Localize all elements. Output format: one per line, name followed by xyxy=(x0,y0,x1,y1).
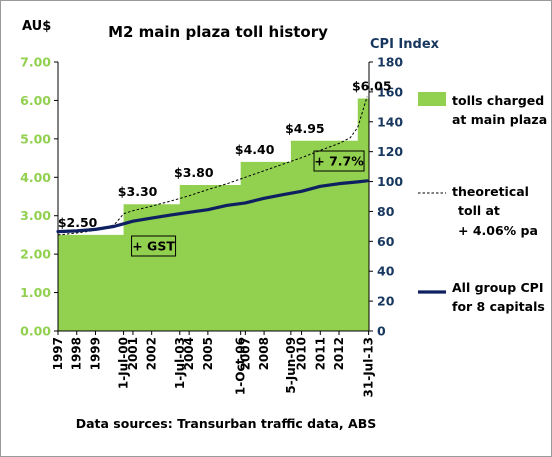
x-tick-label: 2007 xyxy=(238,337,252,370)
plot-layer: 0.00 1.00 2.00 3.00 4.00 5.00 6.00 7.00 0 20 40 60 8… xyxy=(20,55,547,398)
cpi-growth-annotation-label: + 7.7% xyxy=(314,154,364,169)
gst-annotation-box xyxy=(131,235,177,257)
left-tick-label: 3.00 xyxy=(20,208,51,223)
legend-label: theoretical xyxy=(452,184,529,199)
chart-title: M2 main plaza toll history xyxy=(108,23,328,41)
x-tick-label: 2010 xyxy=(295,337,309,370)
right-tick-label: 80 xyxy=(377,204,395,219)
x-tick-label: 2011 xyxy=(313,337,327,370)
x-tick-label: 2012 xyxy=(332,337,346,370)
cpi-line xyxy=(56,179,369,234)
legend-label: toll at xyxy=(458,203,500,218)
x-tick-label: 2005 xyxy=(201,337,215,370)
cpi-growth-annotation-box xyxy=(313,150,365,172)
x-tick-label: 5-Jun-09 xyxy=(284,337,298,394)
legend-label: for 8 capitals xyxy=(452,299,545,314)
legend-label: All group CPI xyxy=(452,280,543,295)
x-tick-label: 2001 xyxy=(126,337,140,370)
right-tick-label: 100 xyxy=(377,174,403,189)
left-tick-label: 5.00 xyxy=(20,131,51,146)
right-tick-label: 120 xyxy=(377,144,403,159)
right-tick-label: 60 xyxy=(377,234,395,249)
x-tick-label: 1-Jul-00 xyxy=(117,337,131,389)
price-label: $3.80 xyxy=(174,165,214,180)
right-axis-label: CPI Index xyxy=(370,37,440,52)
x-tick-label: 2008 xyxy=(257,337,271,370)
x-tick-label: 1-Jul-03 xyxy=(173,337,187,389)
left-tick-label: 6.00 xyxy=(20,93,51,108)
left-tick-label: 7.00 xyxy=(20,55,51,70)
theoretical-toll-line xyxy=(57,96,368,236)
right-tick-label: 180 xyxy=(377,55,403,70)
right-tick-label: 40 xyxy=(377,264,395,279)
right-tick-label: 0 xyxy=(377,324,386,339)
left-tick-label: 4.00 xyxy=(20,170,51,185)
price-label: $4.40 xyxy=(235,142,275,157)
legend-label: + 4.06% pa xyxy=(458,223,538,238)
x-tick-label: 1997 xyxy=(51,337,65,370)
toll-area-series xyxy=(58,98,369,331)
left-tick-label: 0.00 xyxy=(20,324,51,339)
left-axis-label: AU$ xyxy=(22,19,51,34)
price-label: $3.30 xyxy=(118,184,158,199)
right-tick-label: 20 xyxy=(377,294,395,309)
gst-annotation-label: + GST xyxy=(132,239,175,254)
x-tick-label: 31-Jul-13 xyxy=(362,337,376,397)
right-tick-label: 160 xyxy=(377,84,403,99)
left-tick-label: 2.00 xyxy=(20,247,51,262)
footnote: Data sources: Transurban traffic data, A… xyxy=(76,416,377,431)
x-tick-label: 1999 xyxy=(88,337,102,370)
legend-label: at main plaza xyxy=(452,112,547,127)
legend-label: tolls charged xyxy=(452,93,544,108)
x-tick-label: 1998 xyxy=(70,337,84,370)
right-tick-label: 140 xyxy=(377,114,403,129)
price-label: $6.05 xyxy=(352,79,392,94)
price-label: $2.50 xyxy=(58,215,98,230)
legend-swatch-area xyxy=(418,92,446,106)
price-label: $4.95 xyxy=(285,121,325,136)
left-tick-label: 1.00 xyxy=(20,285,51,300)
x-tick-label: 2002 xyxy=(145,337,159,370)
x-tick-label: 2004 xyxy=(182,337,196,370)
x-tick-label: 1-Oct-06 xyxy=(234,337,248,395)
